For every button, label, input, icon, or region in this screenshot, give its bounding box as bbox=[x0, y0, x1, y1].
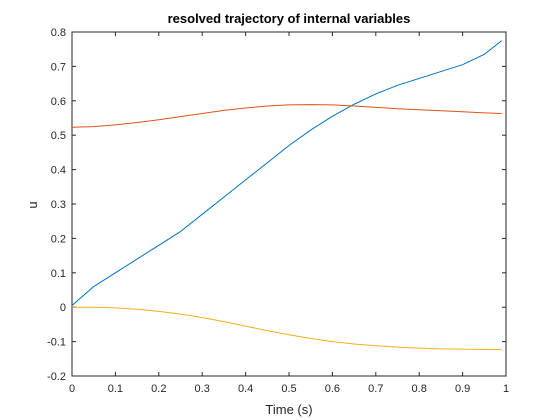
x-tick-label: 0.7 bbox=[368, 383, 383, 395]
y-axis-label: u bbox=[25, 201, 40, 208]
x-tick-label: 0.3 bbox=[195, 383, 210, 395]
y-tick-label: 0.1 bbox=[51, 268, 66, 280]
y-tick-label: 0.8 bbox=[51, 27, 66, 39]
x-tick-label: 0.1 bbox=[108, 383, 123, 395]
x-tick-label: 0.5 bbox=[281, 383, 296, 395]
x-tick-label: 0.8 bbox=[412, 383, 427, 395]
y-tick-label: -0.2 bbox=[47, 371, 66, 383]
x-tick-label: 0 bbox=[69, 383, 75, 395]
y-tick-label: 0.3 bbox=[51, 199, 66, 211]
y-tick-label: 0 bbox=[60, 302, 66, 314]
plot-frame bbox=[72, 32, 506, 376]
x-axis-label: Time (s) bbox=[265, 402, 312, 417]
y-tick-label: 0.4 bbox=[51, 165, 66, 177]
plot-area bbox=[72, 32, 506, 376]
x-tick-label: 0.4 bbox=[238, 383, 253, 395]
y-tick-label: 0.7 bbox=[51, 61, 66, 73]
x-tick-label: 0.2 bbox=[151, 383, 166, 395]
x-tick-label: 1 bbox=[503, 383, 509, 395]
y-tick-label: -0.1 bbox=[47, 337, 66, 349]
chart-title: resolved trajectory of internal variable… bbox=[168, 11, 411, 26]
y-tick-label: 0.6 bbox=[51, 96, 66, 108]
x-tick-label: 0.9 bbox=[455, 383, 470, 395]
y-tick-label: 0.5 bbox=[51, 130, 66, 142]
x-tick-label: 0.6 bbox=[325, 383, 340, 395]
y-tick-label: 0.2 bbox=[51, 233, 66, 245]
